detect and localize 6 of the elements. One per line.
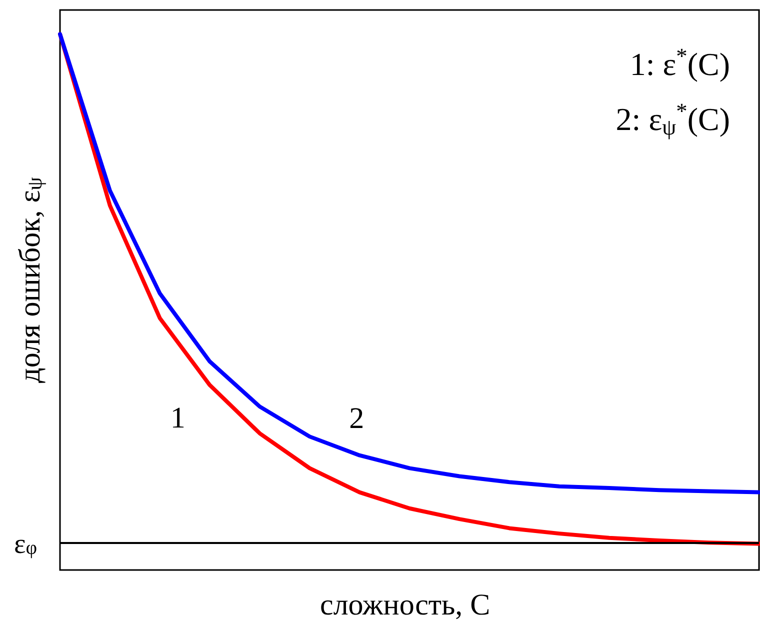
y-axis-title: доля ошибок, εψ [14,177,46,383]
series-label: 2 [349,402,364,435]
annotation: 1: ε*(C) [630,44,730,82]
x-axis-title: сложность, C [320,588,490,622]
series-label: 1 [170,402,186,435]
ref-line-label: εφ [14,528,38,560]
